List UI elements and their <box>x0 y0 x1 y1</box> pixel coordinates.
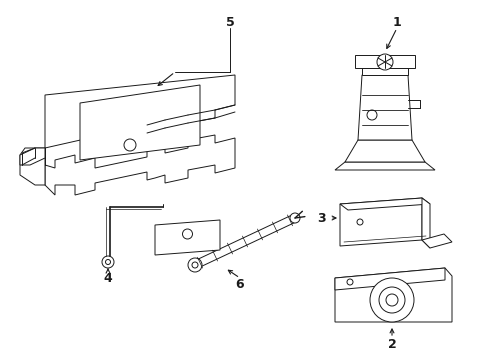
Polygon shape <box>334 162 434 170</box>
Polygon shape <box>193 214 296 269</box>
Polygon shape <box>20 148 45 165</box>
Polygon shape <box>357 75 411 140</box>
Circle shape <box>366 110 376 120</box>
Polygon shape <box>45 135 235 195</box>
Polygon shape <box>361 68 407 75</box>
Polygon shape <box>421 198 429 248</box>
Text: 1: 1 <box>392 15 401 28</box>
Circle shape <box>182 229 192 239</box>
Polygon shape <box>339 198 429 210</box>
Circle shape <box>187 258 202 272</box>
Circle shape <box>376 54 392 70</box>
Polygon shape <box>421 234 451 248</box>
Text: 6: 6 <box>235 279 244 292</box>
Polygon shape <box>334 268 444 290</box>
Polygon shape <box>345 140 424 162</box>
Text: 2: 2 <box>387 338 396 351</box>
Circle shape <box>192 262 198 268</box>
Circle shape <box>385 294 397 306</box>
Text: 5: 5 <box>225 15 234 28</box>
Polygon shape <box>45 75 235 148</box>
Polygon shape <box>334 268 451 322</box>
Polygon shape <box>155 220 220 255</box>
Circle shape <box>378 287 404 313</box>
Polygon shape <box>339 198 421 246</box>
Polygon shape <box>20 148 45 185</box>
Circle shape <box>356 219 362 225</box>
Circle shape <box>105 260 110 265</box>
Circle shape <box>346 279 352 285</box>
Circle shape <box>369 278 413 322</box>
Text: 4: 4 <box>103 271 112 284</box>
Text: 3: 3 <box>317 212 325 225</box>
Polygon shape <box>354 55 414 68</box>
Circle shape <box>289 213 299 223</box>
Circle shape <box>124 139 136 151</box>
Circle shape <box>102 256 114 268</box>
Polygon shape <box>80 85 200 160</box>
